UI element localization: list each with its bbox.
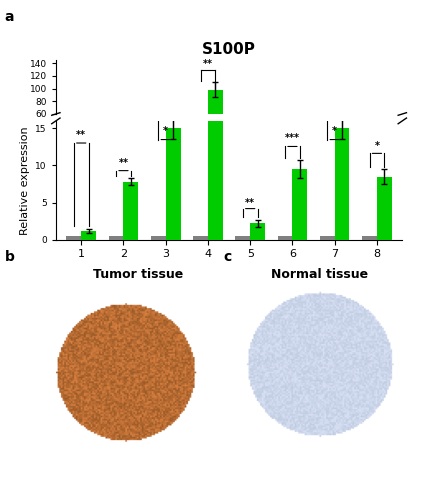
Text: *: * (375, 140, 380, 150)
Text: *: * (332, 126, 337, 136)
Bar (123, 147, 138, 152)
Title: Normal tissue: Normal tissue (271, 268, 368, 281)
Text: **: ** (245, 198, 255, 207)
Title: S100P: S100P (202, 42, 256, 58)
Bar (292, 169, 307, 240)
Bar (278, 236, 292, 240)
Bar (166, 142, 181, 152)
Bar (250, 224, 265, 240)
Text: **: ** (76, 130, 86, 140)
Text: **: ** (203, 59, 213, 69)
Bar (123, 182, 138, 240)
Text: ***: *** (285, 134, 300, 143)
Bar (320, 236, 335, 240)
Text: *: * (163, 126, 168, 136)
Y-axis label: Relative expression: Relative expression (20, 126, 30, 234)
Text: a: a (4, 10, 14, 24)
Bar (236, 236, 250, 240)
Title: Tumor tissue: Tumor tissue (93, 268, 183, 281)
Bar (292, 146, 307, 152)
Text: **: ** (118, 158, 128, 168)
Bar (377, 146, 392, 152)
Bar (335, 128, 350, 240)
Text: b: b (4, 250, 14, 264)
Bar (67, 236, 81, 240)
Bar (208, 90, 223, 152)
Bar (377, 176, 392, 240)
Bar (208, 0, 223, 240)
Bar (151, 236, 166, 240)
Bar (166, 128, 181, 240)
Bar (81, 231, 96, 239)
Bar (335, 142, 350, 152)
Bar (362, 236, 377, 240)
Bar (250, 150, 265, 152)
Text: c: c (224, 250, 232, 264)
Bar (193, 236, 208, 240)
Bar (109, 236, 123, 240)
